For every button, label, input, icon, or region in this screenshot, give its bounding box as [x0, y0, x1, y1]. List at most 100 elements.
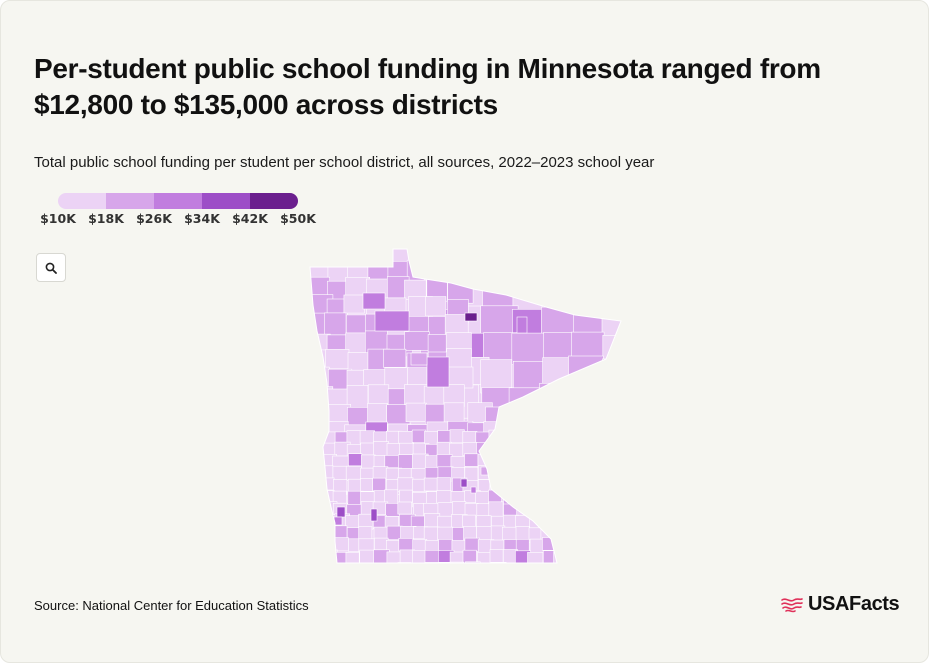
- district-shape[interactable]: [541, 306, 576, 335]
- district-shape[interactable]: [383, 348, 407, 368]
- district-shape[interactable]: [476, 515, 492, 529]
- district-shape[interactable]: [384, 489, 399, 504]
- district-shape[interactable]: [541, 491, 555, 506]
- district-shape[interactable]: [515, 431, 532, 445]
- district-shape[interactable]: [542, 501, 559, 517]
- district-shape[interactable]: [306, 406, 331, 428]
- minnesota-district-map[interactable]: [301, 241, 631, 571]
- district-shape[interactable]: [502, 455, 518, 469]
- district-shape[interactable]: [489, 467, 507, 484]
- district-shape[interactable]: [477, 562, 491, 571]
- district-shape[interactable]: [397, 477, 414, 493]
- district-shape-high[interactable]: [374, 310, 410, 332]
- district-shape[interactable]: [423, 477, 439, 492]
- district-shape[interactable]: [398, 454, 415, 469]
- district-shape[interactable]: [373, 441, 389, 457]
- district-shape[interactable]: [553, 478, 567, 493]
- district-shape-high[interactable]: [464, 312, 478, 322]
- district-shape[interactable]: [542, 455, 559, 471]
- district-shape-high[interactable]: [410, 352, 428, 366]
- district-shape-high[interactable]: [426, 356, 450, 388]
- district-shape[interactable]: [553, 515, 569, 530]
- district-shape[interactable]: [553, 430, 570, 446]
- district-shape[interactable]: [384, 455, 401, 468]
- district-shape-high[interactable]: [470, 486, 477, 494]
- district-shape[interactable]: [514, 466, 529, 480]
- district-shape[interactable]: [437, 502, 454, 517]
- district-shape[interactable]: [452, 501, 467, 517]
- district-shape[interactable]: [503, 479, 520, 495]
- district-shape[interactable]: [320, 525, 337, 539]
- district-shape[interactable]: [502, 443, 519, 459]
- district-shape[interactable]: [477, 551, 492, 567]
- district-shape-high[interactable]: [516, 316, 528, 334]
- district-shape[interactable]: [553, 502, 568, 518]
- district-shape[interactable]: [502, 564, 518, 571]
- district-shape[interactable]: [540, 514, 556, 531]
- district-shape[interactable]: [436, 477, 451, 492]
- district-shape[interactable]: [515, 443, 533, 459]
- district-shape[interactable]: [436, 490, 452, 505]
- district-shape[interactable]: [515, 538, 530, 552]
- district-shape[interactable]: [436, 454, 453, 469]
- district-shape[interactable]: [530, 564, 544, 571]
- district-shape[interactable]: [528, 466, 544, 479]
- district-shape[interactable]: [555, 441, 570, 455]
- district-shape[interactable]: [489, 549, 504, 563]
- district-shape[interactable]: [345, 515, 360, 529]
- district-shape[interactable]: [321, 549, 338, 563]
- district-shape[interactable]: [464, 537, 480, 552]
- district-shape[interactable]: [397, 501, 412, 515]
- district-shape[interactable]: [411, 429, 427, 443]
- district-shape[interactable]: [511, 332, 547, 365]
- zoom-button[interactable]: [36, 253, 66, 282]
- district-shape[interactable]: [464, 453, 479, 467]
- district-shape[interactable]: [319, 465, 334, 480]
- district-shape[interactable]: [503, 491, 518, 507]
- district-shape[interactable]: [541, 277, 578, 309]
- district-shape[interactable]: [324, 312, 347, 336]
- district-shape-high[interactable]: [362, 292, 386, 310]
- district-shape[interactable]: [527, 552, 544, 566]
- district-shape[interactable]: [568, 355, 604, 385]
- district-shape[interactable]: [528, 489, 544, 503]
- district-shape[interactable]: [345, 465, 362, 481]
- district-shape[interactable]: [480, 305, 519, 337]
- district-shape[interactable]: [399, 442, 415, 456]
- district-shape[interactable]: [554, 455, 570, 468]
- district-shape[interactable]: [514, 455, 530, 469]
- district-shape[interactable]: [320, 539, 336, 555]
- district-shape[interactable]: [360, 562, 378, 571]
- district-shape[interactable]: [449, 429, 465, 444]
- district-shape[interactable]: [554, 538, 570, 553]
- district-shape[interactable]: [556, 489, 573, 503]
- district-shape[interactable]: [529, 538, 544, 554]
- district-shape[interactable]: [514, 491, 531, 506]
- district-shape[interactable]: [358, 538, 375, 552]
- district-shape[interactable]: [553, 466, 569, 482]
- district-shape[interactable]: [425, 296, 447, 317]
- district-shape[interactable]: [412, 564, 425, 571]
- district-shape[interactable]: [502, 526, 517, 542]
- district-shape-high[interactable]: [336, 506, 346, 518]
- district-shape[interactable]: [528, 443, 543, 457]
- district-shape[interactable]: [345, 552, 360, 566]
- district-shape[interactable]: [465, 561, 481, 571]
- district-shape[interactable]: [333, 525, 348, 539]
- district-shape[interactable]: [372, 477, 386, 492]
- district-shape[interactable]: [540, 443, 555, 457]
- district-shape[interactable]: [404, 331, 430, 351]
- district-shape[interactable]: [359, 430, 375, 444]
- district-shape[interactable]: [501, 467, 517, 483]
- district-shape[interactable]: [386, 564, 401, 571]
- district-shape[interactable]: [399, 489, 413, 503]
- district-shape[interactable]: [542, 537, 558, 551]
- district-shape[interactable]: [332, 465, 348, 481]
- district-shape[interactable]: [540, 562, 555, 571]
- district-shape-high[interactable]: [370, 508, 378, 522]
- district-shape[interactable]: [567, 386, 605, 419]
- district-shape[interactable]: [405, 402, 427, 422]
- district-shape[interactable]: [438, 561, 454, 571]
- district-shape[interactable]: [603, 281, 632, 313]
- district-shape[interactable]: [333, 564, 348, 571]
